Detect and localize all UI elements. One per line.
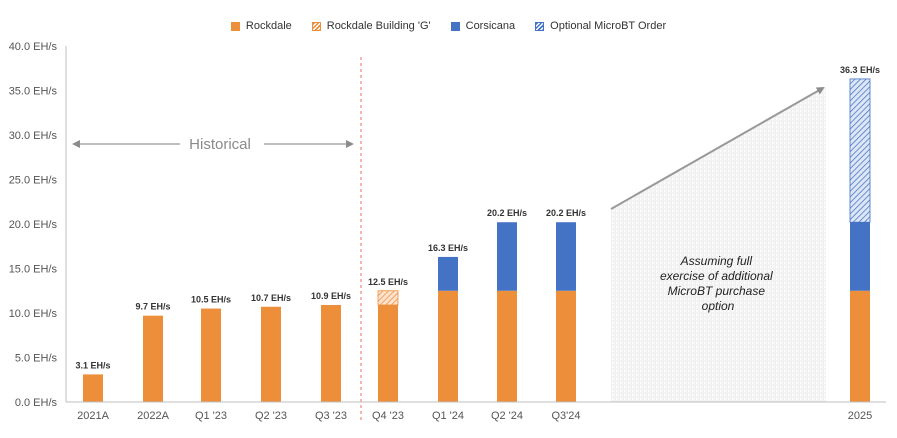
bar-total-label: 12.5 EH/s	[368, 277, 408, 287]
bar-segment	[378, 304, 398, 402]
legend-swatch	[535, 21, 545, 31]
legend-item: Corsicana	[450, 20, 516, 32]
x-tick-label: Q3'24	[551, 410, 580, 422]
x-tick-label: Q2 '24	[491, 410, 523, 422]
y-tick-label: 25.0 EH/s	[9, 175, 58, 187]
bar-segment	[321, 304, 341, 402]
bar-total-label: 10.5 EH/s	[191, 295, 231, 305]
bar-segment	[261, 306, 281, 402]
x-tick-label: 2021A	[77, 410, 109, 422]
bar-segment	[850, 290, 870, 402]
bar-total-label: 3.1 EH/s	[75, 360, 110, 370]
legend-label: Optional MicroBT Order	[550, 20, 667, 32]
legend-swatch	[450, 21, 460, 31]
y-tick-label: 20.0 EH/s	[9, 219, 58, 231]
bar-segment	[438, 290, 458, 402]
bar-total-label: 10.9 EH/s	[311, 291, 351, 301]
x-tick-label: Q2 '23	[255, 410, 287, 422]
bar-segment	[377, 290, 399, 306]
x-tick-label: Q1 '24	[432, 410, 464, 422]
x-tick-label: Q1 '23	[195, 410, 227, 422]
bar-segment	[143, 315, 163, 402]
y-tick-label: 5.0 EH/s	[15, 353, 58, 365]
x-tick-label: 2025	[848, 410, 872, 422]
bars: 3.1 EH/s 9.7 EH/s 10.5 EH/s 10.7 EH/s 10.9 E…	[75, 65, 880, 402]
bar-segment	[201, 308, 221, 402]
bar-total-label: 36.3 EH/s	[840, 65, 880, 75]
x-tick-label: Q3 '23	[315, 410, 347, 422]
bar-segment	[497, 222, 517, 291]
assumption-line-4: option	[702, 299, 735, 313]
historical-annotation: Historical	[72, 136, 354, 153]
y-tick-label: 0.0 EH/s	[15, 397, 58, 409]
y-tick-label: 40.0 EH/s	[9, 41, 58, 53]
bar-segment	[556, 222, 576, 291]
x-tick-label: Q4 '23	[372, 410, 404, 422]
x-tick-label: 2022A	[137, 410, 169, 422]
y-axis: 0.0 EH/s 5.0 EH/s 10.0 EH/s 15.0 EH/s 20.0 E…	[9, 41, 67, 409]
legend-label: Corsicana	[465, 20, 516, 32]
bar-segment	[850, 222, 870, 291]
bar-segment	[497, 290, 517, 402]
legend-item: Rockdale	[230, 20, 292, 32]
legend-label: Rockdale Building 'G'	[326, 20, 431, 32]
historical-label: Historical	[189, 136, 251, 153]
projection-wedge	[611, 87, 826, 402]
y-tick-label: 30.0 EH/s	[9, 130, 58, 142]
bar-total-label: 20.2 EH/s	[487, 208, 527, 218]
y-tick-label: 10.0 EH/s	[9, 308, 58, 320]
assumption-line-2: exercise of additional	[660, 269, 773, 283]
legend-item: Rockdale Building 'G'	[311, 20, 431, 32]
bar-total-label: 20.2 EH/s	[546, 208, 586, 218]
bar-segment	[556, 290, 576, 402]
projection-arrow	[610, 87, 825, 210]
y-tick-label: 15.0 EH/s	[9, 264, 58, 276]
bar-total-label: 16.3 EH/s	[428, 243, 468, 253]
legend: Rockdale Rockdale Building 'G' Corsicana Op…	[0, 20, 897, 32]
bar-segment	[849, 78, 871, 223]
assumption-annotation: Assuming full exercise of additional Mic…	[660, 254, 776, 313]
bar-total-label: 9.7 EH/s	[135, 302, 170, 312]
legend-swatch	[311, 21, 321, 31]
legend-swatch	[230, 21, 240, 31]
bar-segment	[438, 256, 458, 291]
y-tick-label: 35.0 EH/s	[9, 86, 58, 98]
legend-label: Rockdale	[245, 20, 292, 32]
bar-segment	[83, 374, 103, 402]
bar-total-label: 10.7 EH/s	[251, 293, 291, 303]
assumption-line-1: Assuming full	[680, 254, 753, 268]
assumption-line-3: MicroBT purchase	[668, 284, 766, 298]
x-axis: 2021A 2022A Q1 '23 Q2 '23 Q3 '23 Q4 '23 Q1 '24…	[66, 401, 886, 422]
legend-item: Optional MicroBT Order	[535, 20, 666, 32]
